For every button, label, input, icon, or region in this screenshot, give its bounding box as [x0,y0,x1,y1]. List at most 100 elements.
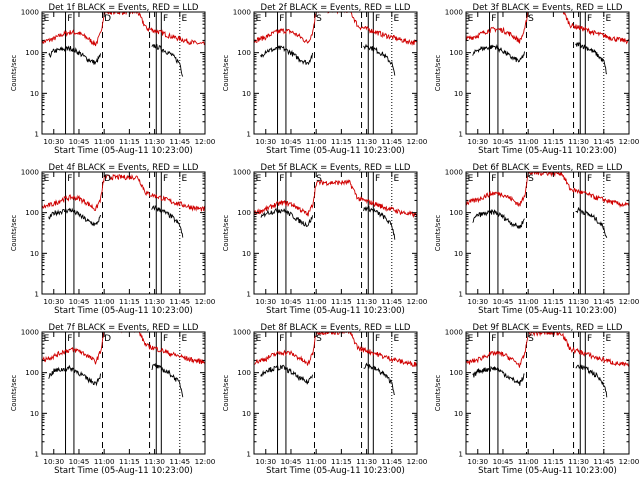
mode-label: D [104,14,111,24]
x-axis-label: Start Time (05-Aug-11 10:23:00) [266,466,405,476]
mode-label: E [256,174,262,184]
y-axis-label: Counts/sec [434,374,442,411]
mode-label: F [67,174,72,184]
mode-label: F [375,14,380,24]
mode-label: F [375,174,380,184]
x-tick-label: 10:30 [255,457,276,466]
y-tick-label: 10 [242,409,252,418]
plot-area [42,172,205,294]
x-tick-label: 11:00 [94,297,115,306]
mode-label: F [279,334,284,344]
y-tick-label: 100 [237,368,251,377]
lld-series-line [466,332,629,368]
plot-frame [465,171,630,295]
mode-label: E [393,334,399,344]
mode-label: S [528,174,534,184]
x-tick-label: 12:00 [195,297,216,306]
x-tick-label: 11:00 [94,457,115,466]
y-tick-label: 100 [449,208,463,217]
x-tick-label: 11:45 [381,297,402,306]
panel-title: Det 9f BLACK = Events, RED = LLD [473,323,623,333]
y-tick-label: 1 [246,450,251,459]
plot-frame [41,171,206,295]
x-tick-label: 10:45 [281,457,302,466]
mode-label: E [256,334,262,344]
x-axis-label: Start Time (05-Aug-11 10:23:00) [478,466,617,476]
x-tick-label: 11:15 [119,137,140,146]
events-series-line [472,41,608,75]
y-tick-label: 1000 [233,168,252,177]
x-tick-label: 10:30 [467,297,488,306]
x-tick-label: 10:45 [493,297,514,306]
y-tick-label: 1000 [445,8,464,17]
y-tick-label: 10 [242,249,252,258]
y-tick-label: 1 [34,450,39,459]
events-series-line [260,205,396,240]
y-tick-label: 1 [458,130,463,139]
y-tick-label: 1000 [21,168,40,177]
x-tick-label: 11:15 [543,297,564,306]
lld-series-line [42,173,205,212]
y-axis-label: Counts/sec [222,214,230,251]
x-axis-label: Start Time (05-Aug-11 10:23:00) [478,306,617,316]
y-tick-label: 1000 [21,8,40,17]
mode-label: E [44,14,50,24]
plot-area [254,172,417,294]
panel-title: Det 2f BLACK = Events, RED = LLD [261,3,411,13]
x-tick-label: 10:45 [493,137,514,146]
y-tick-label: 10 [454,409,464,418]
x-axis-label: Start Time (05-Aug-11 10:23:00) [266,306,405,316]
x-tick-label: 11:00 [306,297,327,306]
mode-label: E [181,174,187,184]
panel-title: Det 3f BLACK = Events, RED = LLD [473,3,623,13]
panel-title: Det 8f BLACK = Events, RED = LLD [261,323,411,333]
y-tick-label: 100 [237,208,251,217]
y-axis-label: Counts/sec [222,54,230,91]
mode-label: E [468,334,474,344]
plot-frame [465,11,630,135]
mode-label: F [587,334,592,344]
mode-label: F [163,14,168,24]
mode-label: F [491,174,496,184]
y-tick-label: 100 [25,208,39,217]
lld-series-line [466,12,629,45]
y-tick-label: 1 [34,130,39,139]
events-series-line [260,43,396,76]
plot-area [466,332,629,454]
y-tick-label: 10 [454,89,464,98]
y-axis-label: Counts/sec [434,54,442,91]
y-axis-label: Counts/sec [10,374,18,411]
mode-label: E [605,334,611,344]
x-tick-label: 12:00 [195,457,216,466]
y-tick-label: 1 [246,290,251,299]
events-series-line [472,207,608,238]
y-tick-label: 10 [30,249,40,258]
plot-frame [253,11,418,135]
mode-label: E [181,334,187,344]
x-tick-label: 11:30 [144,457,165,466]
x-tick-label: 11:45 [381,137,402,146]
x-tick-label: 12:00 [407,457,428,466]
y-tick-label: 1 [458,290,463,299]
mode-label: E [393,14,399,24]
mode-label: E [181,14,187,24]
y-tick-label: 10 [454,249,464,258]
mode-label: F [587,14,592,24]
plot-frame [41,331,206,455]
y-tick-label: 1000 [21,328,40,337]
mode-label: F [279,174,284,184]
mode-label: S [316,14,322,24]
y-tick-label: 1 [246,130,251,139]
lld-series-line [42,12,205,47]
mode-label: S [528,334,534,344]
x-tick-label: 11:30 [356,137,377,146]
y-tick-label: 1000 [233,328,252,337]
y-axis-label: Counts/sec [10,54,18,91]
events-series-line [48,204,184,238]
